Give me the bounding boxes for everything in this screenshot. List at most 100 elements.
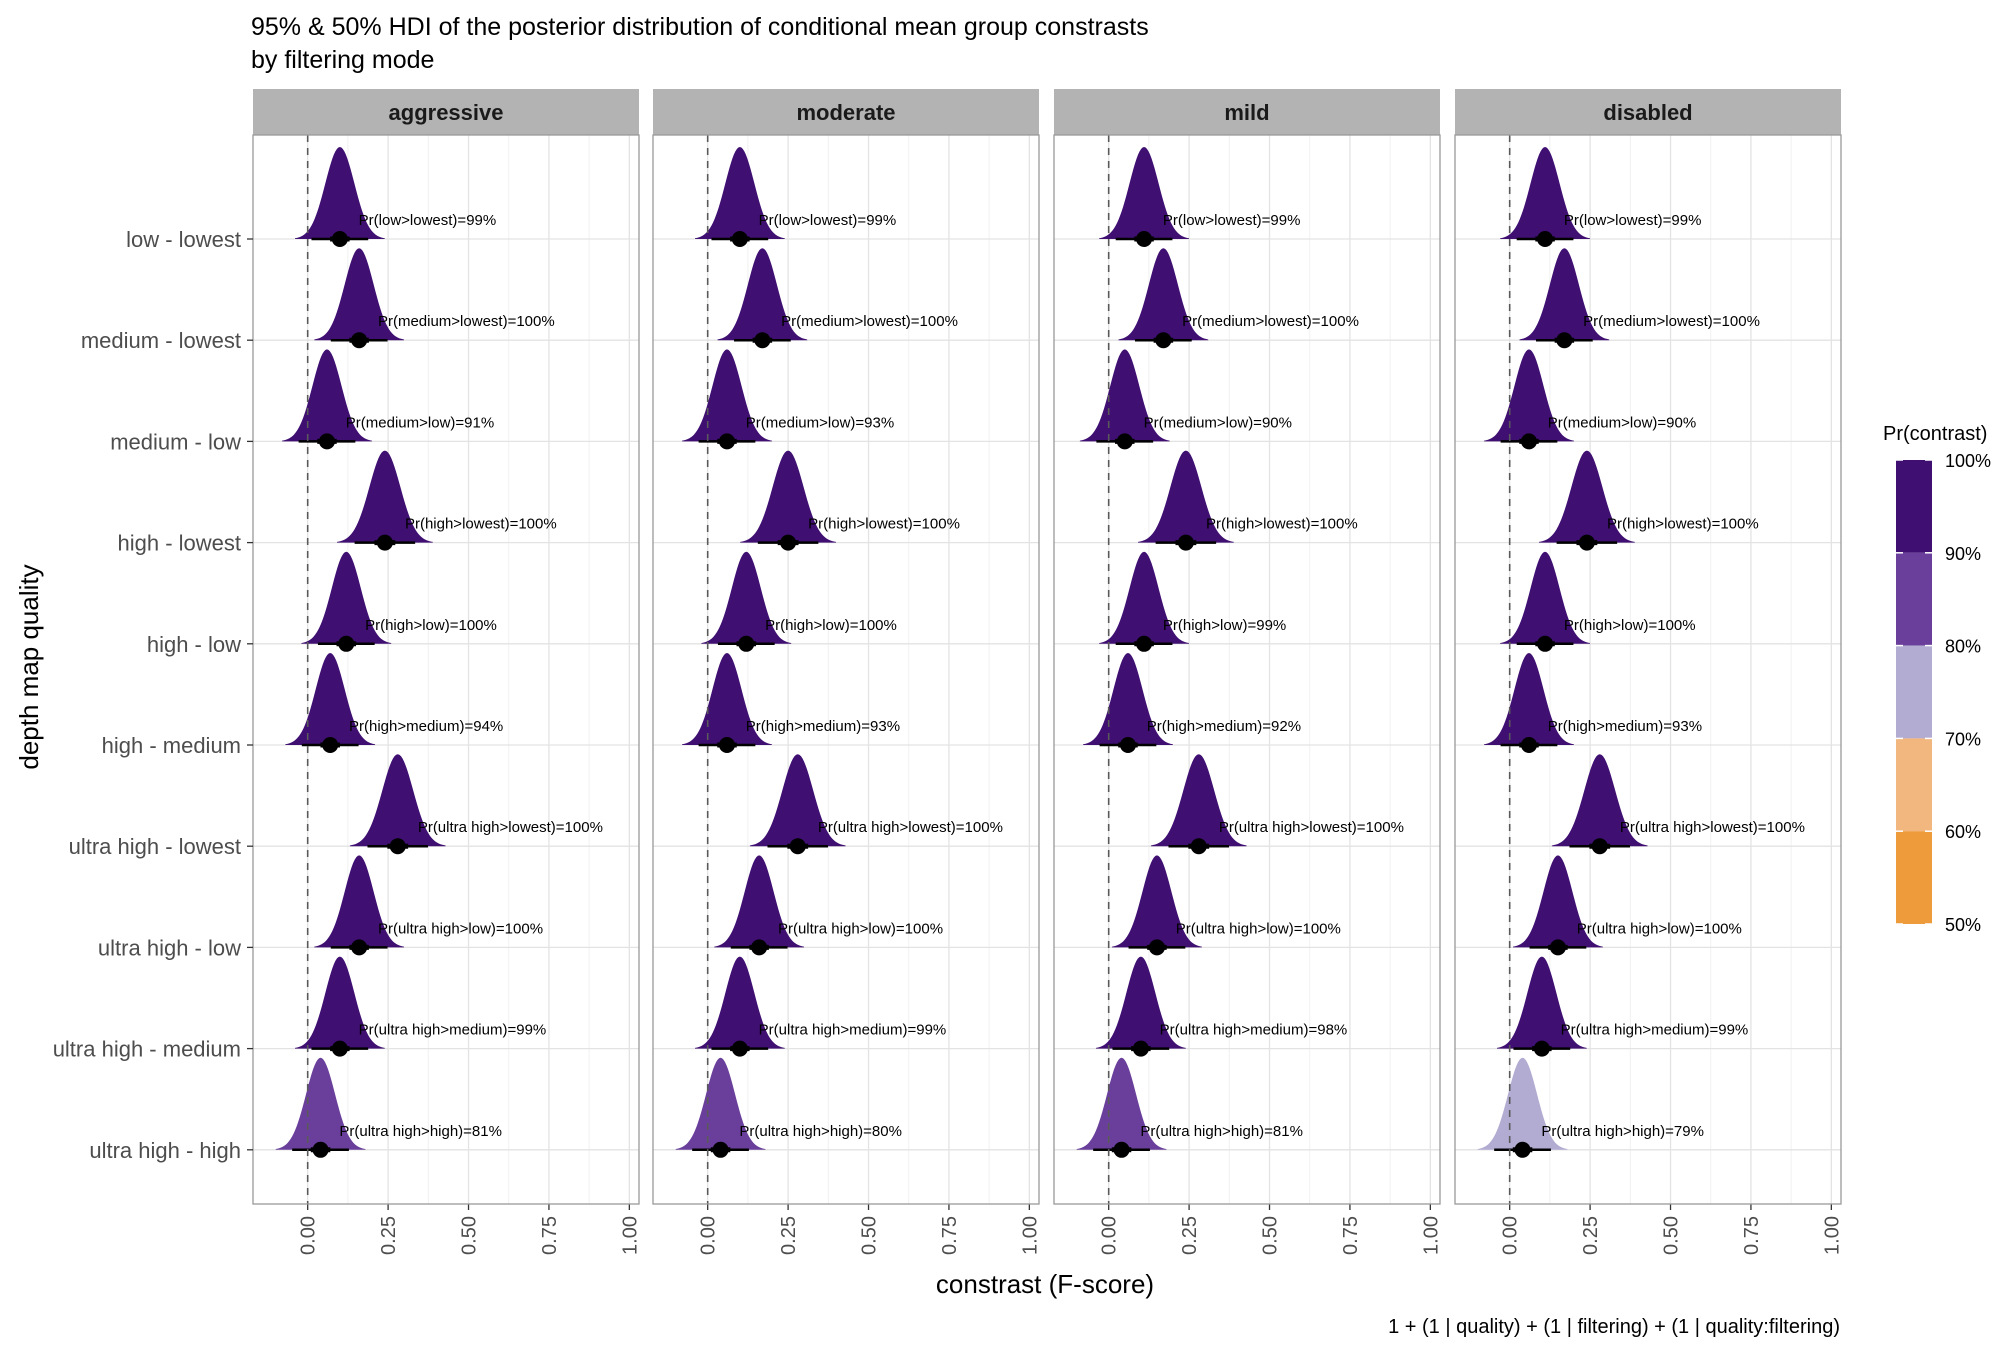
legend-label: 50%: [1945, 915, 1981, 935]
probability-label: Pr(high>medium)=93%: [746, 718, 900, 735]
probability-label: Pr(low>lowest)=99%: [1163, 212, 1301, 229]
y-tick-label: ultra high - lowest: [69, 834, 241, 859]
median-point: [1155, 332, 1172, 349]
median-point: [731, 231, 748, 247]
probability-label: Pr(medium>lowest)=100%: [1583, 313, 1760, 330]
probability-label: Pr(medium>lowest)=100%: [378, 313, 555, 330]
median-point: [712, 1141, 729, 1158]
density-ridge: [701, 551, 792, 644]
probability-label: Pr(high>medium)=93%: [1548, 718, 1702, 735]
density-ridge: [1099, 147, 1189, 239]
legend-color-bin: [1896, 738, 1932, 832]
density-ridge: [1112, 855, 1202, 948]
density-ridge: [1500, 551, 1590, 644]
y-tick-label: low - lowest: [126, 227, 241, 252]
legend-label: 100%: [1945, 451, 1991, 471]
panel-border: [1053, 134, 1441, 1205]
density-ridge: [1496, 956, 1587, 1049]
density-ridge: [1076, 1057, 1167, 1150]
x-tick-label: 0.25: [778, 1216, 800, 1255]
legend-title: Pr(contrast): [1883, 423, 1987, 445]
probability-label: Pr(ultra high>lowest)=100%: [1620, 819, 1805, 836]
probability-label: Pr(high>medium)=92%: [1147, 718, 1301, 735]
median-point: [312, 1141, 329, 1158]
density-ridge: [301, 551, 392, 644]
probability-label: Pr(ultra high>lowest)=100%: [818, 819, 1003, 836]
legend-label: 70%: [1945, 729, 1981, 749]
probability-label: Pr(ultra high>low)=100%: [378, 920, 543, 937]
x-tick-label: 1.00: [619, 1216, 641, 1255]
median-point: [1119, 737, 1136, 753]
probability-label: Pr(high>medium)=94%: [349, 718, 503, 735]
median-point: [780, 534, 797, 551]
probability-label: Pr(ultra high>lowest)=100%: [418, 819, 603, 836]
x-tick-label: 0.75: [1741, 1216, 1763, 1255]
density-ridge: [675, 1057, 766, 1150]
panel-border: [252, 134, 640, 1205]
density-ridge: [1083, 653, 1173, 745]
x-tick-label: 0.00: [298, 1216, 320, 1255]
median-point: [376, 534, 393, 551]
median-point: [1578, 534, 1595, 551]
median-point: [331, 231, 348, 247]
x-tick-label: 0.25: [378, 1216, 400, 1255]
x-tick-label: 0.75: [939, 1216, 961, 1255]
median-point: [1190, 838, 1207, 855]
x-tick-label: 0.50: [459, 1216, 481, 1255]
y-tick-label: medium - low: [110, 429, 241, 454]
median-point: [1136, 231, 1153, 247]
probability-label: Pr(medium>low)=91%: [346, 414, 494, 431]
median-point: [1116, 433, 1133, 450]
median-point: [1537, 231, 1554, 247]
density-ridge: [337, 450, 433, 543]
facet-strip: [653, 89, 1039, 135]
legend-label: 60%: [1945, 822, 1981, 842]
x-tick-label: 0.25: [1179, 1216, 1201, 1255]
density-ridge: [717, 248, 808, 341]
x-tick-label: 0.25: [1580, 1216, 1602, 1255]
density-ridge: [1519, 248, 1610, 341]
probability-label: Pr(high>low)=100%: [365, 617, 497, 634]
density-ridge: [1513, 855, 1603, 948]
density-ridge: [1099, 551, 1189, 644]
density-ridge: [294, 147, 385, 239]
probability-label: Pr(high>low)=100%: [765, 617, 897, 634]
x-tick-label: 1.00: [1019, 1216, 1041, 1255]
probability-label: Pr(low>lowest)=99%: [1564, 212, 1702, 229]
probability-label: Pr(medium>low)=93%: [746, 414, 894, 431]
median-point: [1556, 332, 1573, 349]
probability-label: Pr(low>lowest)=99%: [359, 212, 497, 229]
x-tick-label: 0.00: [1500, 1216, 1522, 1255]
median-point: [738, 635, 755, 652]
x-tick-label: 0.00: [698, 1216, 720, 1255]
probability-label: Pr(high>low)=100%: [1564, 617, 1696, 634]
probability-label: Pr(ultra high>low)=100%: [1577, 920, 1742, 937]
y-axis-tick-labels: low - lowest medium - lowest medium - low h…: [53, 227, 253, 1163]
median-point: [731, 1040, 748, 1057]
density-ridge: [1079, 349, 1170, 442]
chart-title: 95% & 50% HDI of the posterior distribut…: [251, 13, 1149, 41]
legend-color-bin: [1896, 552, 1932, 646]
median-point: [351, 939, 368, 956]
facet-strip-label: aggressive: [389, 100, 504, 125]
legend-color-bin: [1896, 831, 1932, 924]
probability-label: Pr(medium>lowest)=100%: [781, 313, 958, 330]
median-point: [751, 939, 768, 956]
y-axis-label: depth map quality: [14, 564, 44, 769]
density-ridge: [1095, 956, 1186, 1049]
legend-label: 90%: [1945, 544, 1981, 564]
density-ridge: [1138, 450, 1234, 543]
x-tick-label: 0.50: [1661, 1216, 1683, 1255]
density-ridge: [1484, 349, 1574, 442]
y-tick-label: high - lowest: [117, 531, 241, 556]
density-ridge: [1539, 450, 1635, 543]
facet-panel-aggressive: aggressive 0.00 0.25 0.50 0.75 1.00 Pr(low>low…: [252, 89, 641, 1255]
median-point: [754, 332, 771, 349]
median-point: [1136, 635, 1153, 652]
density-ridge: [1500, 147, 1590, 239]
legend-color-bin: [1896, 645, 1932, 739]
probability-label: Pr(ultra high>low)=100%: [778, 920, 943, 937]
x-tick-label: 0.50: [1260, 1216, 1282, 1255]
density-ridge: [694, 147, 785, 239]
